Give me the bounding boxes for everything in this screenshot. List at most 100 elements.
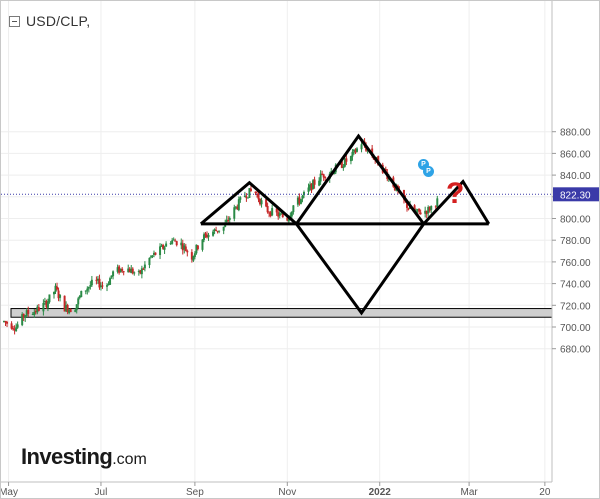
candle-body [174,240,177,242]
logo-wordmark: Investing [21,444,113,469]
candle-body [95,279,98,281]
candle-body [86,288,89,291]
candle-body [4,321,7,323]
candle-body [236,206,239,210]
candle-body [89,285,92,287]
candle-body [249,188,252,192]
y-tick-label: 740.00 [560,280,591,291]
candle-body [106,285,109,287]
candle-body [90,279,93,286]
candle-body [3,321,5,323]
candle-body [78,296,81,298]
candle-body [271,208,274,216]
candle-body [56,286,59,290]
candle-body [243,195,246,197]
candle-body [27,309,30,314]
candle-body [418,208,421,212]
candle-body [227,220,230,222]
candle-body [183,245,186,250]
candle-body [239,197,242,200]
candle-body [419,212,422,215]
candle-body [296,197,299,205]
pattern-head[interactable] [295,133,425,225]
candle-body [139,270,142,274]
candle-body [310,183,313,191]
candle-body [142,268,145,270]
candle-body [333,171,336,175]
current-price-label: 822.30 [560,190,591,201]
candle-body [237,199,240,211]
candle-body [74,310,77,312]
candle-body [152,252,155,255]
pattern-left-shoulder[interactable] [199,180,298,226]
candle-body [16,324,19,328]
candle-body [46,301,49,308]
pivot-marker-icon[interactable]: P [418,159,429,170]
collapse-icon[interactable] [9,15,20,27]
y-tick-label: 760.00 [560,258,591,269]
candle-body [286,217,289,221]
candle-body [413,205,416,211]
candle-body [351,151,354,157]
candle-body [343,158,346,167]
candle-body [59,295,62,298]
candle-body [165,243,168,247]
x-tick-label: May [1,487,18,498]
candle-body [301,195,304,199]
current-price-badge [553,187,599,202]
candle-body [436,198,439,207]
candle-body [204,233,207,235]
candle-body [427,207,430,214]
candle-body [299,199,302,204]
candle-body [212,231,215,236]
pattern-projected-shoulder[interactable] [422,179,491,225]
y-tick-label: 840.00 [560,171,591,182]
candle-body [98,278,101,288]
candle-body [149,256,152,258]
candle-body [313,179,316,185]
chart-header: USD/CLP, [9,12,90,30]
x-tick-label: Sep [186,487,204,498]
candle-body [265,199,268,207]
candle-body [54,285,57,292]
candle-body [15,327,18,332]
candle-body [140,268,143,275]
pivot-marker-icon[interactable]: P [423,166,434,177]
candle-body [195,244,198,254]
candle-body [68,309,71,314]
candle-body [118,266,121,273]
x-tick-label: 20 [539,487,551,498]
candle-body [128,268,131,273]
candle-body [33,311,36,316]
y-tick-label: 880.00 [560,128,591,139]
candle-body [280,213,283,215]
y-tick-label: 860.00 [560,149,591,160]
candle-body [268,212,271,214]
candle-body [215,230,218,232]
y-tick-label: 680.00 [560,345,591,356]
candle-body [184,246,187,252]
candle-body [234,206,237,208]
candle-body [287,218,290,222]
y-tick-label: 700.00 [560,323,591,334]
candle-body [37,307,40,311]
candle-body [66,304,69,313]
candle-body [42,302,45,312]
candle-body [109,278,112,285]
candle-body [322,174,325,178]
candle-body [259,198,262,205]
candle-body [354,150,357,153]
candle-body [254,191,257,193]
pattern-inverted-projection[interactable] [295,223,425,316]
x-tick-label: Mar [460,487,478,498]
candle-body [186,250,189,253]
candle-body [340,161,343,168]
candle-body [12,328,15,330]
candle-body [116,267,119,272]
candle-body [428,207,431,211]
candle-body [278,213,281,216]
candle-body [57,290,60,299]
candle-body [69,309,72,313]
candle-body [119,268,122,272]
